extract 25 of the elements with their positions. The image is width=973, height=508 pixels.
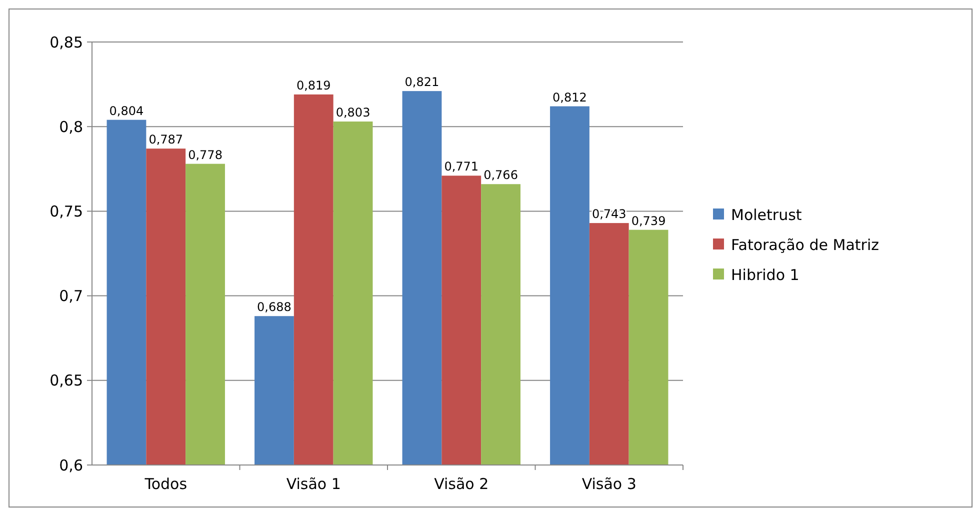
x-tick-label: Todos bbox=[144, 475, 188, 493]
data-label: 0,819 bbox=[296, 78, 331, 92]
y-tick-label: 0,8 bbox=[59, 118, 83, 136]
data-label: 0,804 bbox=[109, 104, 144, 118]
data-label: 0,821 bbox=[404, 75, 440, 90]
data-label: 0,739 bbox=[631, 214, 666, 228]
legend-label: Moletrust bbox=[731, 206, 802, 224]
data-label: 0,771 bbox=[444, 160, 479, 174]
data-label: 0,688 bbox=[257, 300, 292, 314]
x-tick-label: Visão 3 bbox=[582, 475, 636, 493]
data-label: 0,778 bbox=[188, 148, 222, 162]
y-tick-label: 0,65 bbox=[50, 372, 83, 390]
data-label: 0,787 bbox=[148, 132, 184, 147]
legend-label: Hibrido 1 bbox=[731, 266, 800, 284]
x-tick-label: Visão 1 bbox=[286, 475, 341, 493]
data-label: 0,766 bbox=[484, 168, 518, 182]
y-tick-label: 0,6 bbox=[59, 456, 83, 474]
data-label: 0,812 bbox=[552, 90, 587, 104]
data-label: 0,803 bbox=[336, 106, 370, 120]
x-tick-label: Visão 2 bbox=[434, 475, 489, 493]
y-tick-label: 0,85 bbox=[50, 33, 83, 52]
legend-label: Fatoração de Matriz bbox=[731, 236, 880, 254]
y-tick-label: 0,7 bbox=[59, 287, 83, 306]
data-label: 0,743 bbox=[592, 207, 626, 222]
y-tick-label: 0,75 bbox=[50, 202, 83, 220]
